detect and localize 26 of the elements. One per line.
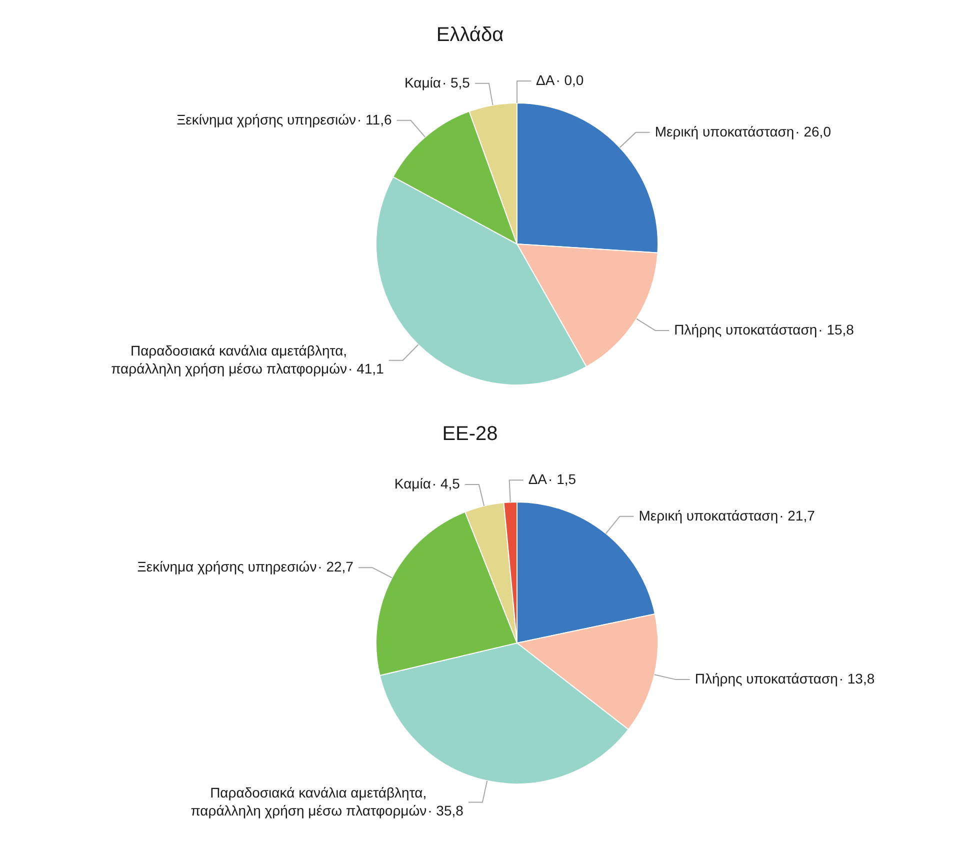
data-label: · 22,7	[318, 558, 354, 575]
chart-title: Ελλάδα	[436, 24, 504, 46]
slice-label: Καμία	[394, 476, 431, 492]
data-label: · 5,5	[442, 74, 470, 90]
chart-title: ΕΕ-28	[442, 423, 498, 445]
data-label: · 1,5	[548, 471, 576, 488]
slice-label: Πλήρης υποκατάσταση	[674, 321, 818, 338]
slice-label: Παραδοσιακά κανάλια αμετάβλητα, παράλληλη χρήση μέσω πλατφορμών	[111, 342, 348, 376]
data-label: · 4,5	[432, 476, 460, 492]
slice-label: Ξεκίνημα χρήσης υπηρεσιών	[176, 111, 356, 128]
data-label: · 11,6	[356, 111, 392, 128]
data-label: · 35,8	[428, 802, 464, 818]
slice-label: Παραδοσιακά κανάλια αμετάβλητα, παράλληλη χρήση μέσω πλατφορμών	[190, 784, 427, 818]
text: · 0,0	[556, 72, 584, 88]
slice-label: ΔΑ	[528, 471, 548, 488]
slice-label: Πλήρης υποκατάσταση	[694, 670, 838, 687]
slice-label: Μερική υποκατάσταση	[654, 123, 794, 140]
category-label: ΔΑ	[536, 72, 555, 88]
data-label: · 21,7	[779, 507, 816, 524]
data-label: · 15,8	[818, 321, 854, 338]
data-label: · 41,1	[348, 360, 384, 376]
slice-label: Καμία	[404, 74, 441, 90]
slice-label: Ξεκίνημα χρήσης υπηρεσιών	[137, 558, 317, 575]
data-label: · 13,8	[838, 670, 875, 687]
slice-label: Μερική υποκατάσταση	[638, 507, 778, 524]
data-label: · 26,0	[795, 123, 832, 140]
